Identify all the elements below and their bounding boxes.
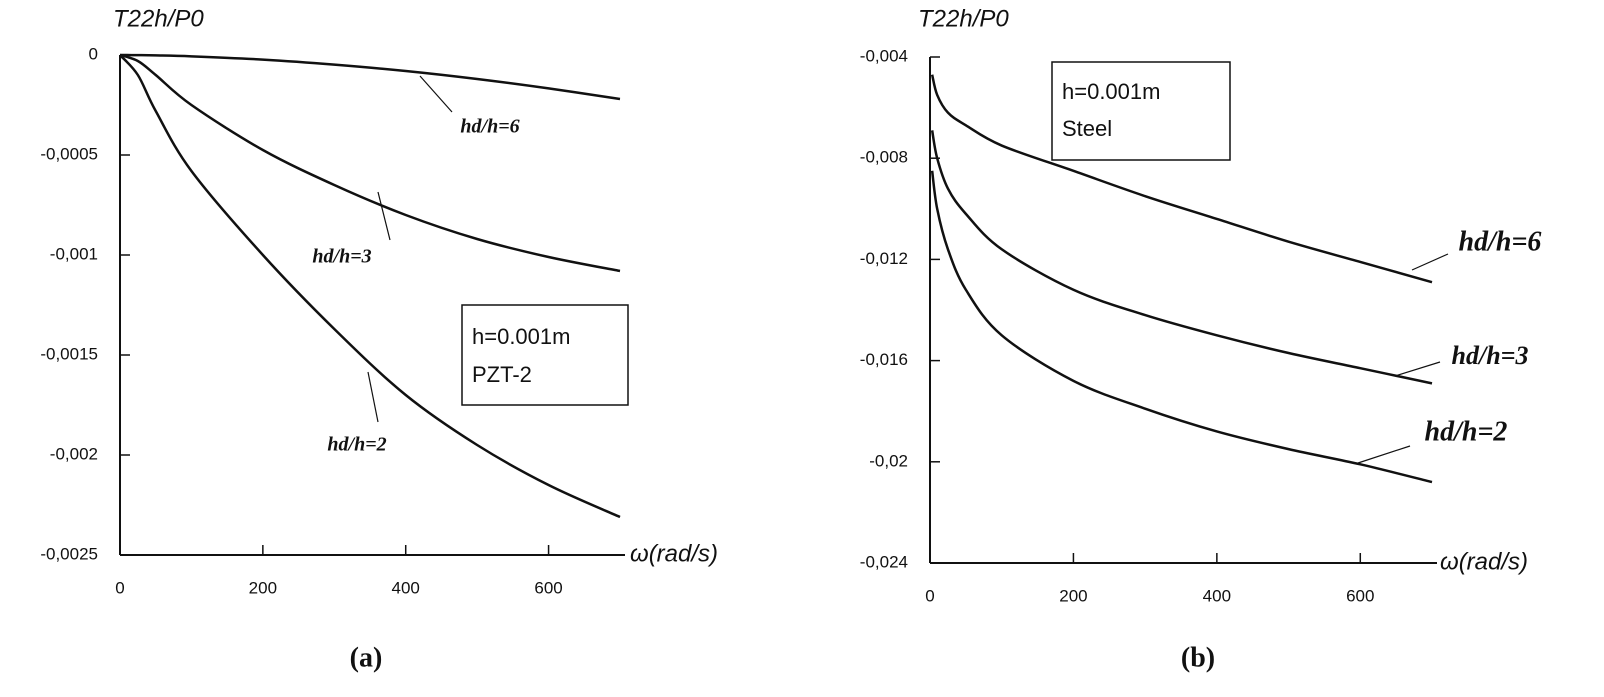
y-tick-label: -0,0005 xyxy=(40,144,98,163)
leader-line xyxy=(1411,253,1449,271)
y-tick-label: -0,0025 xyxy=(40,544,98,563)
note-box xyxy=(1051,61,1231,161)
y-tick-label: -0,02 xyxy=(869,451,908,470)
panel-label: (b) xyxy=(1181,642,1215,673)
y-tick-label: -0,008 xyxy=(860,148,908,167)
x-tick-label: 0 xyxy=(925,586,934,605)
series-line xyxy=(119,53,621,273)
x-axis-label: ω(rad/s) xyxy=(630,540,718,567)
series-label: hd/h=3 xyxy=(312,246,371,268)
leader-line xyxy=(367,371,379,423)
y-tick-label: -0,001 xyxy=(50,244,98,263)
series-line xyxy=(930,130,1433,385)
series-line xyxy=(930,170,1433,484)
note: Steel xyxy=(1062,116,1112,141)
x-tick-label: 200 xyxy=(249,578,277,597)
y-tick-label: -0,0015 xyxy=(40,344,98,363)
y-tick-label: -0,024 xyxy=(860,552,908,571)
y-axis-label: T22h/P0 xyxy=(113,5,204,32)
note: h=0.001m xyxy=(472,324,570,349)
x-tick-label: 200 xyxy=(1059,586,1087,605)
series-line xyxy=(930,74,1433,284)
leader-line xyxy=(419,75,453,113)
x-tick-label: 400 xyxy=(1203,586,1231,605)
x-tick-label: 600 xyxy=(534,578,562,597)
leader-line xyxy=(377,191,391,241)
series-label: hd/h=6 xyxy=(1459,226,1542,257)
series-line xyxy=(119,54,621,519)
note-box xyxy=(461,304,629,406)
leader-line xyxy=(1357,445,1411,464)
leader-line xyxy=(1394,361,1441,377)
panel-label: (a) xyxy=(350,642,383,673)
note: PZT-2 xyxy=(472,362,532,387)
y-tick-label: 0 xyxy=(89,44,98,63)
y-tick-label: -0,016 xyxy=(860,350,908,369)
y-tick-label: -0,002 xyxy=(50,444,98,463)
series-label: hd/h=3 xyxy=(1452,341,1529,370)
x-tick-label: 0 xyxy=(115,578,124,597)
y-axis-label: T22h/P0 xyxy=(918,5,1009,32)
note: h=0.001m xyxy=(1062,79,1160,104)
series-label: hd/h=2 xyxy=(327,434,386,456)
series-label: hd/h=2 xyxy=(1425,416,1508,447)
x-axis-label: ω(rad/s) xyxy=(1440,548,1528,575)
series-line xyxy=(119,53,621,101)
series-label: hd/h=6 xyxy=(460,116,519,138)
x-tick-label: 600 xyxy=(1346,586,1374,605)
y-tick-label: -0,012 xyxy=(860,249,908,268)
y-tick-label: -0,004 xyxy=(860,46,908,65)
x-tick-label: 400 xyxy=(392,578,420,597)
